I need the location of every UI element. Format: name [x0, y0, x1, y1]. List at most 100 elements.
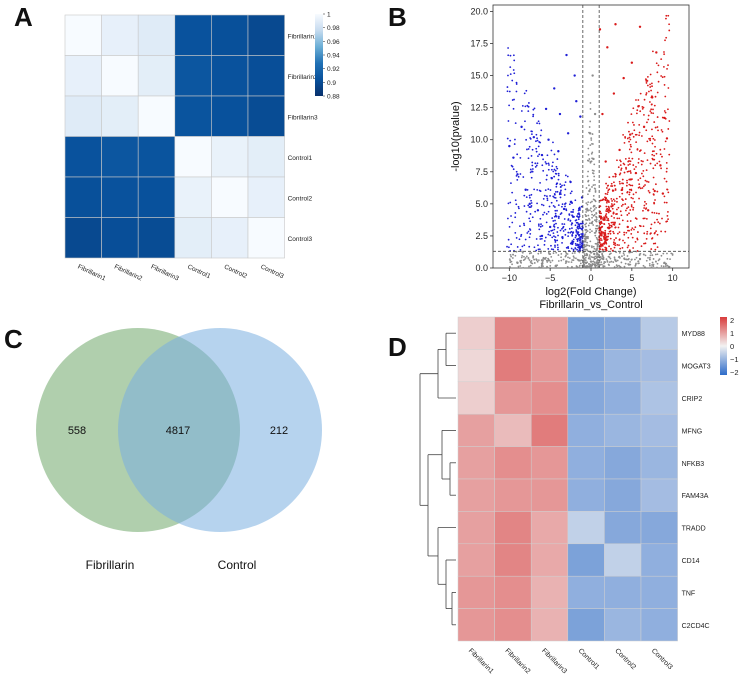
- volcano-point: [627, 236, 630, 239]
- volcano-point: [519, 260, 522, 262]
- volcano-point: [640, 135, 643, 137]
- volcano-point: [549, 253, 551, 256]
- volcano-point: [648, 90, 650, 93]
- volcano-point: [645, 259, 648, 262]
- volcano-data-point: [540, 153, 544, 157]
- volcano-point: [511, 191, 514, 194]
- volcano-point: [528, 252, 531, 255]
- volcano-point: [578, 208, 580, 211]
- heatmap-d-cell: [494, 381, 532, 415]
- volcano-point-cloud: [506, 14, 674, 269]
- volcano-point: [569, 242, 572, 245]
- volcano-point: [614, 175, 617, 177]
- volcano-data-point: [601, 112, 604, 116]
- volcano-point: [544, 189, 547, 192]
- volcano-point: [591, 246, 593, 249]
- heatmap-d-cell: [604, 478, 642, 512]
- volcano-point: [574, 224, 577, 227]
- volcano-point: [529, 220, 532, 223]
- volcano-point: [554, 212, 557, 215]
- volcano-data-point: [562, 207, 566, 211]
- volcano-point: [594, 232, 597, 234]
- volcano-point: [527, 157, 530, 160]
- volcano-point: [507, 47, 510, 49]
- volcano-point: [610, 260, 613, 263]
- volcano-point: [554, 244, 556, 247]
- volcano-point: [611, 207, 614, 210]
- volcano-point: [648, 258, 651, 261]
- heatmap-a-colorbar-label: 0.94: [327, 53, 340, 60]
- volcano-data-point: [614, 23, 617, 26]
- volcano-point: [542, 197, 545, 200]
- volcano-point: [507, 202, 510, 205]
- volcano-point: [569, 192, 572, 195]
- volcano-data-point: [596, 261, 599, 265]
- volcano-point: [631, 121, 634, 124]
- volcano-point: [657, 221, 660, 224]
- volcano-point: [594, 234, 597, 237]
- volcano-point: [587, 159, 590, 162]
- heatmap-a-cell: [174, 176, 212, 218]
- volcano-point: [629, 172, 632, 174]
- volcano-point: [653, 139, 656, 141]
- volcano-point: [648, 262, 651, 265]
- volcano-point: [607, 263, 610, 266]
- volcano-point: [537, 252, 540, 255]
- volcano-point: [534, 162, 537, 165]
- volcano-point: [609, 252, 612, 255]
- volcano-point: [661, 116, 664, 119]
- heatmap-d-cell: [530, 478, 569, 512]
- volcano-point: [520, 261, 523, 264]
- volcano-point: [649, 139, 652, 142]
- volcano-point: [665, 162, 668, 164]
- volcano-point: [656, 266, 658, 269]
- volcano-point: [583, 248, 586, 251]
- volcano-point: [595, 249, 598, 252]
- volcano-point: [635, 99, 637, 101]
- volcano-point: [667, 128, 670, 130]
- heatmap-a-cell: [174, 217, 212, 259]
- heatmap-d-cell: [604, 349, 642, 383]
- volcano-point: [521, 254, 524, 257]
- volcano-point: [610, 185, 612, 187]
- volcano-point: [613, 256, 616, 259]
- volcano-point: [550, 255, 553, 258]
- volcano-point: [574, 242, 577, 245]
- volcano-point: [558, 193, 561, 196]
- volcano-point: [596, 224, 599, 227]
- volcano-point: [654, 248, 657, 251]
- volcano-point: [621, 187, 624, 189]
- heatmap-a-cell: [137, 217, 176, 259]
- volcano-point: [608, 206, 610, 209]
- volcano-point: [655, 152, 658, 155]
- volcano-point: [640, 172, 643, 175]
- volcano-point: [608, 201, 610, 204]
- volcano-point: [594, 257, 597, 260]
- volcano-point: [515, 237, 518, 239]
- volcano-point: [526, 148, 528, 151]
- panel-d-letter: D: [388, 332, 407, 362]
- volcano-point: [557, 204, 560, 207]
- volcano-data-point: [604, 160, 607, 163]
- volcano-point: [595, 218, 598, 221]
- volcano-point: [593, 175, 596, 178]
- volcano-point: [654, 145, 656, 148]
- volcano-point: [564, 205, 566, 208]
- volcano-point: [667, 87, 670, 89]
- volcano-point: [644, 266, 646, 268]
- heatmap-a-cell: [64, 176, 102, 218]
- volcano-point: [618, 231, 621, 234]
- volcano-point: [564, 233, 567, 236]
- volcano-data-point: [663, 116, 666, 120]
- volcano-point: [639, 110, 642, 113]
- volcano-point: [586, 249, 589, 252]
- volcano-point: [542, 169, 545, 172]
- volcano-point: [618, 173, 621, 176]
- volcano-data-point: [612, 92, 616, 95]
- volcano-point: [563, 194, 566, 196]
- volcano-point: [628, 130, 630, 133]
- volcano-point: [623, 241, 626, 244]
- volcano-y-tick-label: 5.0: [475, 199, 488, 209]
- volcano-point: [589, 201, 592, 204]
- volcano-point: [553, 175, 556, 178]
